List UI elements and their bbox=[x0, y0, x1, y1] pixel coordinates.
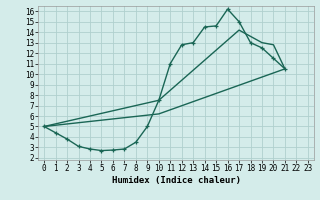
X-axis label: Humidex (Indice chaleur): Humidex (Indice chaleur) bbox=[111, 176, 241, 185]
